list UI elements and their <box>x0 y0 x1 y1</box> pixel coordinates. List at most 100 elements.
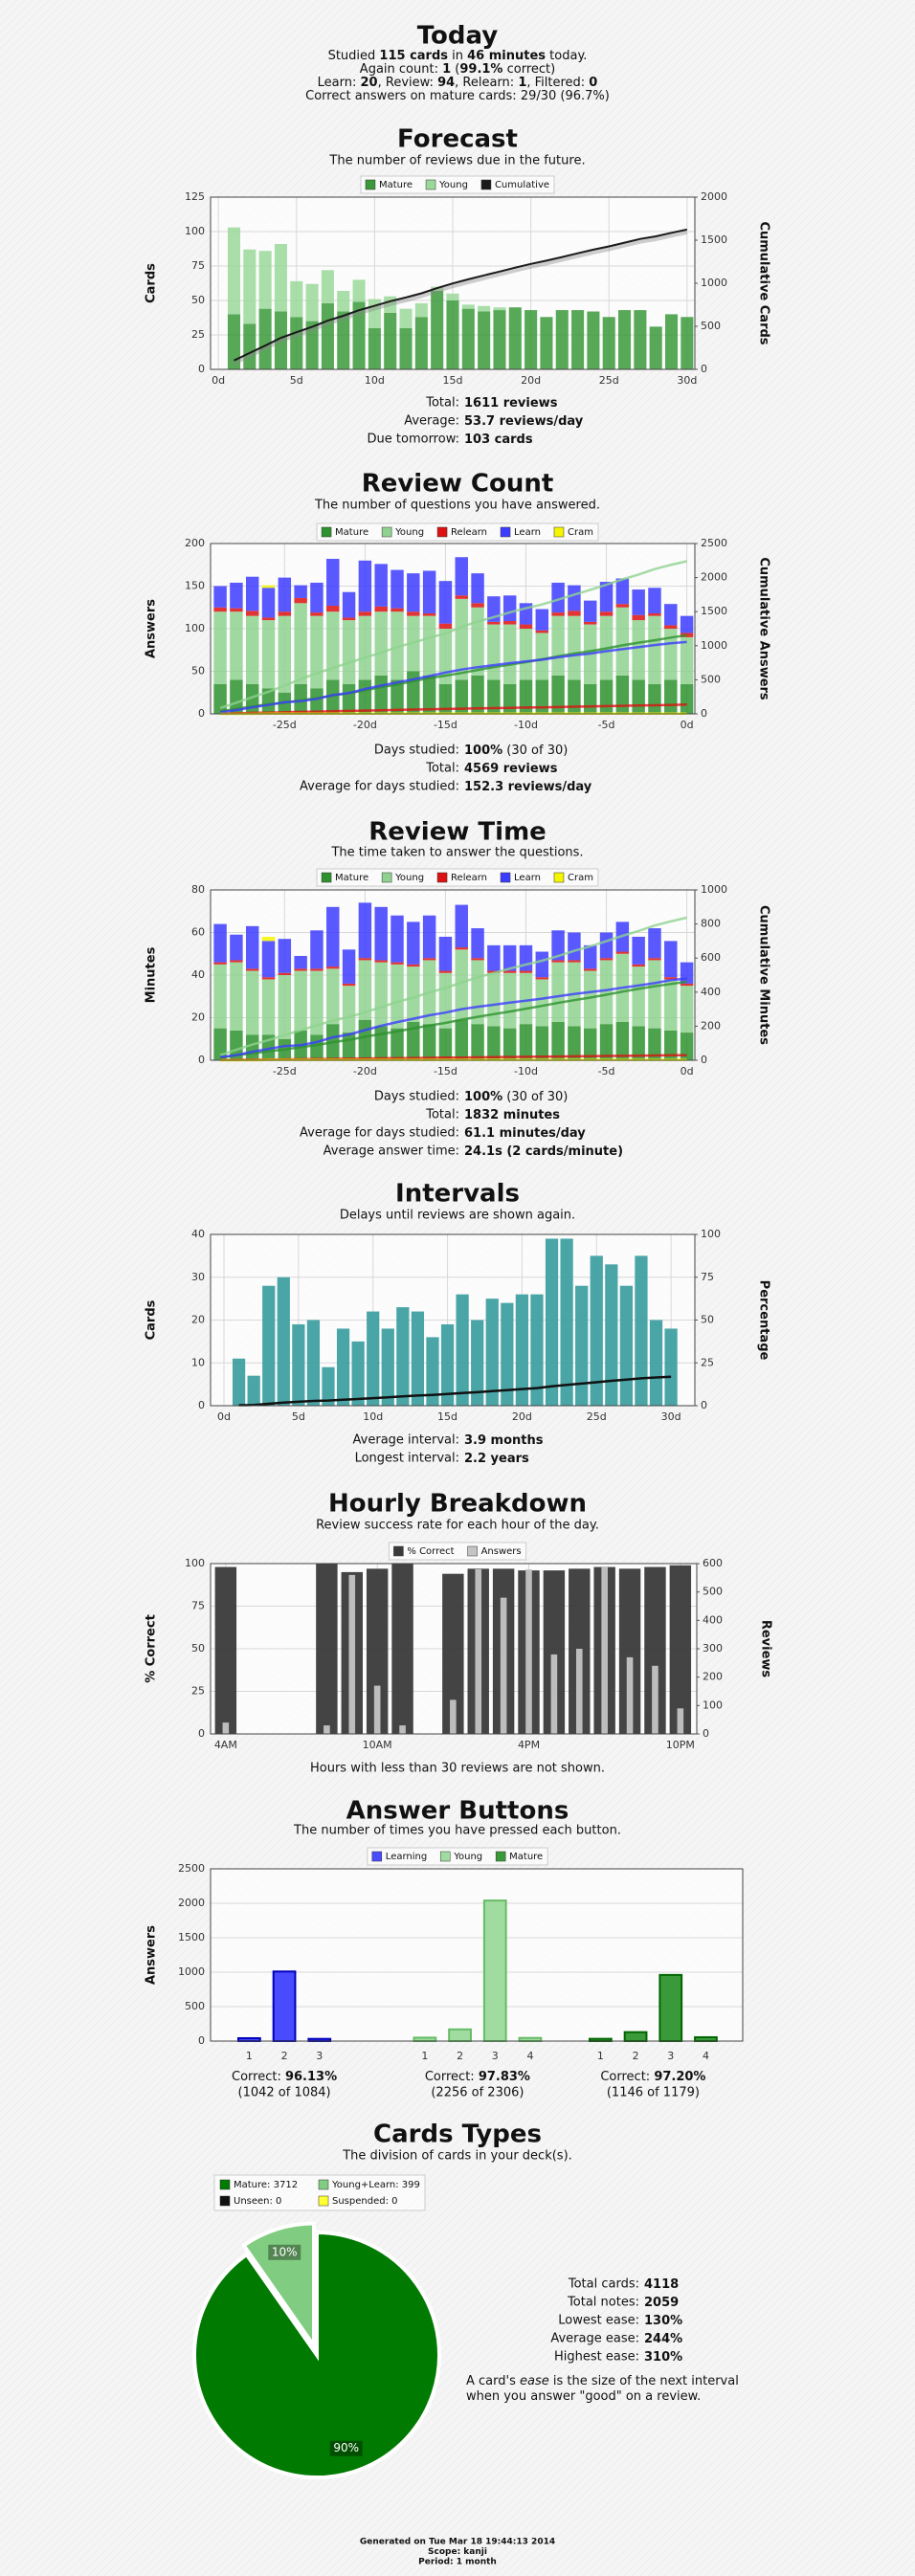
legend: Mature: 3712 Young+Learn: 399 Unseen: 0 Sus… <box>213 2174 426 2211</box>
x-tick-label: 1 <box>246 2050 253 2062</box>
legend: Mature Young Cumulative <box>360 175 555 194</box>
button-bar <box>272 1970 297 2043</box>
bar <box>399 1725 406 1734</box>
stat-label: Average: <box>404 414 459 429</box>
x-tick-label: 2 <box>633 2050 639 2062</box>
y-axis-label: Answers <box>145 599 159 658</box>
bar-segment <box>337 311 350 369</box>
bar <box>456 1294 469 1406</box>
bar-segment <box>446 293 459 300</box>
bar-segment <box>213 586 227 608</box>
bar-segment <box>294 955 307 969</box>
bar-segment <box>648 928 661 959</box>
bar-segment <box>632 1026 645 1060</box>
x-tick-label: 30d <box>661 1410 681 1423</box>
stat-label: Lowest ease: <box>558 2314 639 2328</box>
bar-segment <box>632 589 645 615</box>
legend-label: Mature <box>335 527 368 538</box>
bar-segment <box>502 624 517 684</box>
bar-segment <box>213 923 227 963</box>
bar-segment <box>230 960 243 963</box>
button-bar <box>482 1899 507 2042</box>
bar <box>324 1725 330 1734</box>
bar-segment <box>358 615 372 680</box>
note-line: when you answer "good" on a review. <box>466 2389 701 2404</box>
y-tick-label: 10 <box>191 1356 205 1368</box>
correct-label-part: Correct: <box>425 2070 479 2084</box>
bar-segment <box>535 679 549 714</box>
bar-segment <box>519 970 533 973</box>
y-axis-label: Answers <box>145 1925 159 1985</box>
legend-label: Young <box>394 527 424 538</box>
bar-segment <box>502 595 517 621</box>
bar-segment <box>358 902 372 959</box>
stat-value-part: (30 of 30) <box>502 1090 568 1104</box>
section-subtitle: The number of reviews due in the future. <box>328 154 585 168</box>
y2-tick-label: 400 <box>703 1613 723 1626</box>
bar-segment <box>305 321 319 369</box>
bar-segment <box>431 290 444 369</box>
bar-segment <box>599 582 614 612</box>
bar-segment <box>391 964 404 1029</box>
stat-value-part: 24.1s (2 cards/minute) <box>464 1144 623 1159</box>
stat-value: 100% (30 of 30) <box>464 1090 568 1104</box>
x-tick-label: 0d <box>217 1410 231 1423</box>
pie-slice <box>240 2221 316 2352</box>
x-tick-label: -10d <box>514 1065 538 1077</box>
bar-segment <box>342 949 356 984</box>
bar-segment <box>245 615 259 684</box>
bar-segment <box>502 683 517 714</box>
correct-label-part: 96.13% <box>285 2070 337 2084</box>
today-line-part: 0 <box>589 76 597 90</box>
bar <box>485 1299 499 1406</box>
bar <box>396 1307 410 1406</box>
note-line-part: is the size of the next interval <box>549 2374 739 2388</box>
bar-segment <box>407 573 420 612</box>
bar <box>652 1665 658 1734</box>
bar-segment <box>584 600 597 622</box>
bar <box>440 1323 455 1406</box>
y-axis-label: Cards <box>145 263 159 303</box>
bar-segment <box>278 939 292 973</box>
stat-label: Average answer time: <box>324 1144 459 1159</box>
bar-segment <box>664 979 678 1031</box>
bar-segment <box>391 1028 404 1060</box>
bar-segment <box>584 621 597 625</box>
legend-label: Young <box>394 873 424 883</box>
legend-swatch <box>321 872 332 883</box>
stat-value: 4118 <box>644 2277 679 2292</box>
bar <box>277 1277 290 1406</box>
today-line-part: Again count: <box>360 62 442 77</box>
bar-segment <box>261 977 276 980</box>
bar-segment <box>680 983 694 987</box>
y2-tick-label: 0 <box>701 1054 707 1066</box>
bar-segment <box>321 270 334 303</box>
bar-segment <box>294 603 307 684</box>
bar-segment <box>438 936 453 971</box>
legend-label: Mature: 3712 <box>234 2180 298 2190</box>
bar-segment <box>230 608 243 612</box>
bar-segment <box>648 958 661 961</box>
section-subtitle: The division of cards in your deck(s). <box>342 2149 572 2164</box>
correct-label-part: 97.83% <box>479 2070 530 2084</box>
x-tick-label: -5d <box>598 1065 615 1077</box>
bar-segment <box>374 606 388 612</box>
bar <box>232 1358 246 1406</box>
bar-segment <box>294 683 307 714</box>
legend-swatch <box>381 872 392 883</box>
today-line-part: in <box>448 49 467 63</box>
bar-segment <box>551 1021 565 1060</box>
plot-frame <box>210 1233 696 1407</box>
bar-segment <box>602 317 615 369</box>
bar-segment <box>471 603 484 608</box>
legend-label: Suspended: 0 <box>332 2196 398 2207</box>
cumulative-line <box>234 228 688 362</box>
bar-segment <box>326 559 340 606</box>
legend: % Correct Answers <box>388 1542 527 1561</box>
bar-segment <box>519 944 533 971</box>
bar-segment <box>352 279 366 302</box>
bar-segment <box>310 688 324 714</box>
bar-segment <box>680 683 694 714</box>
legend-label: Answers <box>481 1546 522 1557</box>
